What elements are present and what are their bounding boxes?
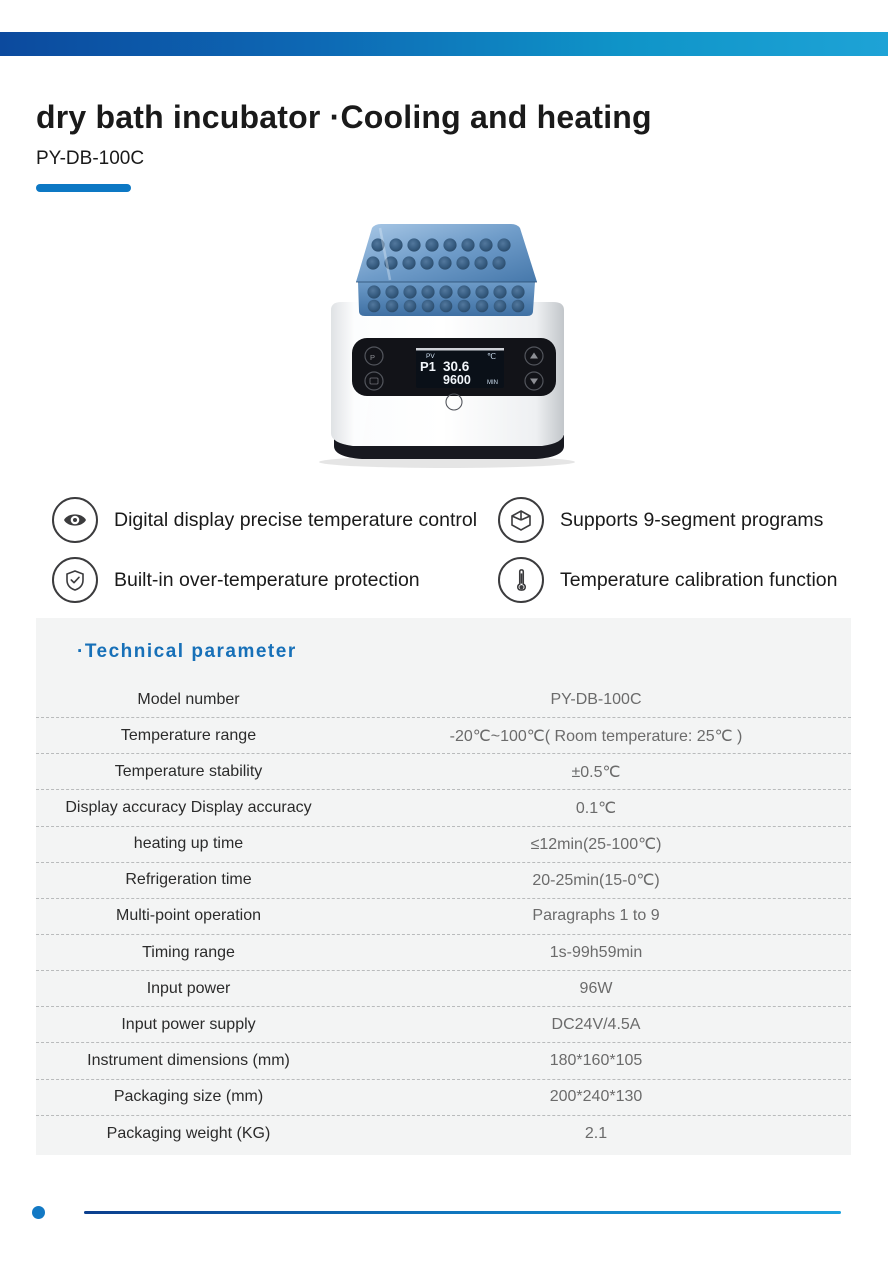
- svg-text:MIN: MIN: [487, 380, 498, 386]
- svg-text:P1: P1: [420, 359, 436, 374]
- svg-text:℃: ℃: [487, 352, 496, 361]
- svg-text:P: P: [370, 353, 375, 362]
- svg-text:9600: 9600: [443, 373, 471, 387]
- svg-text:30.6: 30.6: [443, 359, 470, 374]
